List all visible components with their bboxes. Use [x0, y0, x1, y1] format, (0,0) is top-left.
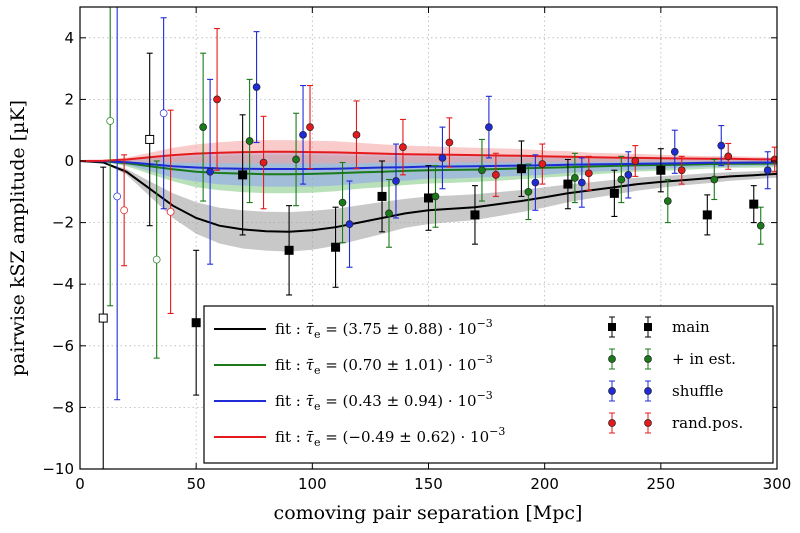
point-2	[670, 147, 679, 156]
point-2	[206, 167, 214, 176]
point-3	[724, 152, 733, 161]
legend-fit-entries: fit : τ̄e = (3.75 ± 0.88) · 10−3 fit : τ̄…	[214, 317, 505, 449]
point-3	[259, 158, 268, 167]
point-1	[663, 197, 672, 205]
y-tick-label: 0	[64, 152, 74, 170]
legend-marker-0	[644, 323, 652, 331]
point-2	[438, 154, 447, 162]
legend-marker-2	[644, 387, 652, 395]
point-2	[485, 123, 493, 131]
legend-marker-3	[608, 419, 616, 427]
y-tick-label: 4	[64, 29, 74, 47]
legend-fit-label-2: fit : τ̄e = (0.43 ± 0.94) · 10−3	[275, 389, 493, 413]
point-1	[617, 175, 626, 184]
point-1	[338, 198, 347, 207]
y-tick-label: −2	[52, 214, 74, 232]
legend-series-label-0: main	[672, 318, 710, 336]
y-tick-label: −4	[52, 275, 74, 293]
point-0	[656, 165, 666, 175]
point-2	[392, 177, 400, 185]
point-1	[152, 255, 161, 264]
point-3	[120, 206, 128, 215]
y-tick-label: −6	[52, 337, 74, 355]
point-3	[492, 171, 500, 179]
point-2	[113, 192, 122, 201]
point-3	[166, 207, 175, 216]
point-3	[677, 166, 686, 175]
legend-fit-label-1: fit : τ̄e = (0.70 ± 1.01) · 10−3	[275, 353, 493, 377]
point-2	[763, 166, 772, 175]
point-2	[624, 171, 633, 179]
point-2	[577, 178, 586, 187]
point-2	[345, 220, 354, 228]
point-3	[631, 157, 640, 165]
point-1	[524, 187, 533, 196]
x-tick-label: 250	[647, 475, 676, 493]
point-1	[292, 155, 300, 164]
point-1	[199, 123, 207, 131]
point-0	[191, 318, 201, 328]
legend: fit : τ̄e = (3.75 ± 0.88) · 10−3 fit : τ̄…	[203, 305, 774, 464]
x-tick-label: 200	[530, 475, 559, 493]
point-0	[377, 191, 387, 201]
data-points	[98, 7, 777, 469]
point-3	[352, 130, 361, 139]
legend-fit-label-3: fit : τ̄e = (−0.49 ± 0.62) · 10−3	[275, 425, 505, 449]
legend-series-label-1: + in est.	[672, 350, 736, 368]
point-3	[584, 169, 593, 178]
point-0	[702, 210, 712, 220]
point-0	[238, 170, 248, 180]
legend-marker-0	[608, 323, 616, 331]
point-0	[749, 199, 759, 209]
point-1	[478, 166, 486, 175]
x-tick-label: 100	[298, 475, 327, 493]
point-1	[106, 117, 115, 125]
legend-series-label-2: shuffle	[672, 382, 723, 400]
x-tick-label: 50	[187, 475, 206, 493]
point-1	[385, 209, 393, 218]
point-2	[159, 109, 168, 118]
point-2	[531, 178, 540, 187]
point-0	[516, 164, 526, 174]
point-0	[470, 210, 480, 220]
x-axis-label: comoving pair separation [Mpc]	[274, 502, 583, 524]
point-0	[424, 193, 433, 203]
point-2	[252, 83, 261, 91]
legend-marker-2	[608, 387, 616, 395]
legend-marker-1	[644, 355, 652, 363]
legend-series-label-3: rand.pos.	[672, 414, 743, 432]
point-0	[563, 179, 573, 189]
point-2	[717, 141, 726, 150]
point-3	[213, 95, 221, 104]
point-3	[538, 160, 547, 168]
point-0	[331, 242, 341, 252]
y-tick-label: −10	[42, 460, 74, 478]
y-tick-label: 2	[64, 90, 74, 108]
point-1	[756, 221, 765, 230]
point-0	[609, 188, 619, 198]
point-1	[571, 174, 579, 182]
legend-box	[203, 305, 774, 464]
point-1	[710, 175, 719, 184]
y-tick-label: −8	[52, 398, 74, 416]
x-tick-label: 150	[414, 475, 443, 493]
legend-marker-1	[608, 355, 616, 363]
x-tick-label: 0	[75, 475, 85, 493]
point-0	[284, 245, 294, 255]
point-0	[98, 313, 108, 323]
point-1	[245, 137, 254, 145]
legend-marker-3	[644, 419, 652, 427]
point-3	[306, 123, 314, 131]
point-1	[431, 192, 440, 201]
point-3	[445, 138, 454, 147]
y-axis-label: pairwise kSZ amplitude [µK]	[7, 100, 29, 376]
point-3	[399, 143, 407, 151]
point-0	[145, 134, 155, 144]
axis-ticks: 0 50 100 150 200 250 300 −10 −8 −6 −4 −2 0 2 4	[42, 7, 791, 493]
legend-fit-label-0: fit : τ̄e = (3.75 ± 0.88) · 10−3	[275, 317, 493, 341]
legend-series-entries: main + in est. shuffle rand.pos.	[608, 316, 743, 434]
point-2	[299, 130, 307, 139]
x-tick-label: 300	[763, 475, 792, 493]
